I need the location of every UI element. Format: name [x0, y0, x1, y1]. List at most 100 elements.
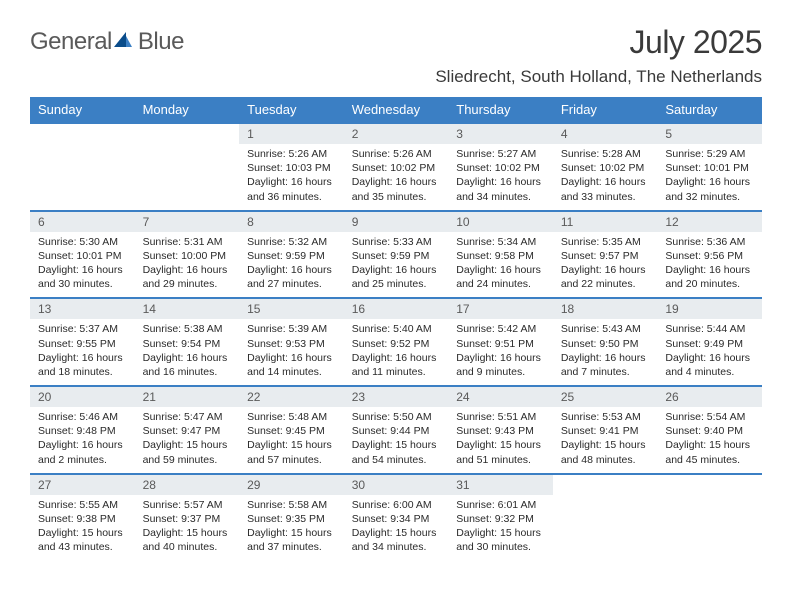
day-number: 4	[553, 124, 658, 144]
sunset-line: Sunset: 9:52 PM	[352, 337, 441, 351]
daylight-line: Daylight: 15 hours and 30 minutes.	[456, 526, 545, 554]
sunrise-line: Sunrise: 5:35 AM	[561, 235, 650, 249]
day-number: 19	[657, 299, 762, 319]
sunrise-line: Sunrise: 5:47 AM	[143, 410, 232, 424]
sunrise-line: Sunrise: 5:32 AM	[247, 235, 336, 249]
day-content: Sunrise: 5:34 AMSunset: 9:58 PMDaylight:…	[448, 232, 553, 298]
daylight-line: Daylight: 16 hours and 30 minutes.	[38, 263, 127, 291]
sunrise-line: Sunrise: 5:39 AM	[247, 322, 336, 336]
day-number: 30	[344, 475, 449, 495]
day-number: 14	[135, 299, 240, 319]
day-number: 5	[657, 124, 762, 144]
calendar-cell: 12Sunrise: 5:36 AMSunset: 9:56 PMDayligh…	[657, 211, 762, 299]
logo: General Blue	[30, 24, 184, 56]
sunrise-line: Sunrise: 5:57 AM	[143, 498, 232, 512]
calendar-cell: 30Sunrise: 6:00 AMSunset: 9:34 PMDayligh…	[344, 474, 449, 561]
logo-text-general: General	[30, 28, 112, 56]
sunset-line: Sunset: 9:50 PM	[561, 337, 650, 351]
day-content: Sunrise: 6:01 AMSunset: 9:32 PMDaylight:…	[448, 495, 553, 561]
sunset-line: Sunset: 9:51 PM	[456, 337, 545, 351]
daylight-line: Daylight: 16 hours and 9 minutes.	[456, 351, 545, 379]
day-number-empty	[135, 124, 240, 144]
sunrise-line: Sunrise: 6:00 AM	[352, 498, 441, 512]
sunrise-line: Sunrise: 5:44 AM	[665, 322, 754, 336]
day-content: Sunrise: 5:42 AMSunset: 9:51 PMDaylight:…	[448, 319, 553, 385]
sunrise-line: Sunrise: 5:40 AM	[352, 322, 441, 336]
day-content: Sunrise: 5:43 AMSunset: 9:50 PMDaylight:…	[553, 319, 658, 385]
day-number-empty	[553, 475, 658, 495]
day-content: Sunrise: 5:26 AMSunset: 10:03 PMDaylight…	[239, 144, 344, 210]
day-content: Sunrise: 5:36 AMSunset: 9:56 PMDaylight:…	[657, 232, 762, 298]
day-number: 31	[448, 475, 553, 495]
daylight-line: Daylight: 16 hours and 24 minutes.	[456, 263, 545, 291]
header: General Blue July 2025 Sliedrecht, South…	[30, 24, 762, 87]
day-content: Sunrise: 5:54 AMSunset: 9:40 PMDaylight:…	[657, 407, 762, 473]
day-content: Sunrise: 5:35 AMSunset: 9:57 PMDaylight:…	[553, 232, 658, 298]
sunrise-line: Sunrise: 5:51 AM	[456, 410, 545, 424]
weekday-header: Sunday	[30, 97, 135, 123]
calendar-cell: 15Sunrise: 5:39 AMSunset: 9:53 PMDayligh…	[239, 298, 344, 386]
sunrise-line: Sunrise: 5:26 AM	[352, 147, 441, 161]
location: Sliedrecht, South Holland, The Netherlan…	[435, 67, 762, 87]
day-content: Sunrise: 5:38 AMSunset: 9:54 PMDaylight:…	[135, 319, 240, 385]
day-content: Sunrise: 5:29 AMSunset: 10:01 PMDaylight…	[657, 144, 762, 210]
day-content: Sunrise: 5:39 AMSunset: 9:53 PMDaylight:…	[239, 319, 344, 385]
day-number: 20	[30, 387, 135, 407]
logo-text-blue: Blue	[138, 28, 184, 56]
calendar-cell	[553, 474, 658, 561]
day-content: Sunrise: 5:44 AMSunset: 9:49 PMDaylight:…	[657, 319, 762, 385]
daylight-line: Daylight: 16 hours and 18 minutes.	[38, 351, 127, 379]
calendar-cell: 18Sunrise: 5:43 AMSunset: 9:50 PMDayligh…	[553, 298, 658, 386]
weekday-header: Saturday	[657, 97, 762, 123]
day-content: Sunrise: 5:47 AMSunset: 9:47 PMDaylight:…	[135, 407, 240, 473]
calendar-table: SundayMondayTuesdayWednesdayThursdayFrid…	[30, 97, 762, 560]
sunrise-line: Sunrise: 5:43 AM	[561, 322, 650, 336]
calendar-cell: 29Sunrise: 5:58 AMSunset: 9:35 PMDayligh…	[239, 474, 344, 561]
day-content: Sunrise: 5:51 AMSunset: 9:43 PMDaylight:…	[448, 407, 553, 473]
calendar-cell: 22Sunrise: 5:48 AMSunset: 9:45 PMDayligh…	[239, 386, 344, 474]
day-content: Sunrise: 5:53 AMSunset: 9:41 PMDaylight:…	[553, 407, 658, 473]
day-number: 21	[135, 387, 240, 407]
day-number: 23	[344, 387, 449, 407]
sunrise-line: Sunrise: 5:46 AM	[38, 410, 127, 424]
calendar-cell: 7Sunrise: 5:31 AMSunset: 10:00 PMDayligh…	[135, 211, 240, 299]
day-number: 26	[657, 387, 762, 407]
sunset-line: Sunset: 10:01 PM	[38, 249, 127, 263]
daylight-line: Daylight: 16 hours and 11 minutes.	[352, 351, 441, 379]
weekday-header-row: SundayMondayTuesdayWednesdayThursdayFrid…	[30, 97, 762, 123]
daylight-line: Daylight: 16 hours and 27 minutes.	[247, 263, 336, 291]
calendar-cell: 5Sunrise: 5:29 AMSunset: 10:01 PMDayligh…	[657, 123, 762, 211]
calendar-cell: 28Sunrise: 5:57 AMSunset: 9:37 PMDayligh…	[135, 474, 240, 561]
daylight-line: Daylight: 16 hours and 33 minutes.	[561, 175, 650, 203]
sunset-line: Sunset: 9:32 PM	[456, 512, 545, 526]
calendar-cell: 17Sunrise: 5:42 AMSunset: 9:51 PMDayligh…	[448, 298, 553, 386]
calendar-cell: 25Sunrise: 5:53 AMSunset: 9:41 PMDayligh…	[553, 386, 658, 474]
daylight-line: Daylight: 16 hours and 25 minutes.	[352, 263, 441, 291]
daylight-line: Daylight: 15 hours and 45 minutes.	[665, 438, 754, 466]
sunset-line: Sunset: 9:55 PM	[38, 337, 127, 351]
month-title: July 2025	[435, 24, 762, 61]
day-number: 28	[135, 475, 240, 495]
sunrise-line: Sunrise: 5:27 AM	[456, 147, 545, 161]
calendar-cell: 24Sunrise: 5:51 AMSunset: 9:43 PMDayligh…	[448, 386, 553, 474]
day-content: Sunrise: 5:50 AMSunset: 9:44 PMDaylight:…	[344, 407, 449, 473]
day-number: 6	[30, 212, 135, 232]
day-content: Sunrise: 5:55 AMSunset: 9:38 PMDaylight:…	[30, 495, 135, 561]
sunset-line: Sunset: 9:45 PM	[247, 424, 336, 438]
day-content: Sunrise: 5:33 AMSunset: 9:59 PMDaylight:…	[344, 232, 449, 298]
sunset-line: Sunset: 9:47 PM	[143, 424, 232, 438]
daylight-line: Daylight: 16 hours and 32 minutes.	[665, 175, 754, 203]
calendar-cell: 31Sunrise: 6:01 AMSunset: 9:32 PMDayligh…	[448, 474, 553, 561]
calendar-cell: 3Sunrise: 5:27 AMSunset: 10:02 PMDayligh…	[448, 123, 553, 211]
calendar-cell: 6Sunrise: 5:30 AMSunset: 10:01 PMDayligh…	[30, 211, 135, 299]
sail-icon	[112, 30, 134, 55]
sunset-line: Sunset: 9:38 PM	[38, 512, 127, 526]
daylight-line: Daylight: 15 hours and 51 minutes.	[456, 438, 545, 466]
sunrise-line: Sunrise: 5:55 AM	[38, 498, 127, 512]
sunset-line: Sunset: 10:02 PM	[352, 161, 441, 175]
daylight-line: Daylight: 16 hours and 36 minutes.	[247, 175, 336, 203]
calendar-cell: 2Sunrise: 5:26 AMSunset: 10:02 PMDayligh…	[344, 123, 449, 211]
sunrise-line: Sunrise: 5:26 AM	[247, 147, 336, 161]
sunset-line: Sunset: 9:41 PM	[561, 424, 650, 438]
sunrise-line: Sunrise: 5:34 AM	[456, 235, 545, 249]
